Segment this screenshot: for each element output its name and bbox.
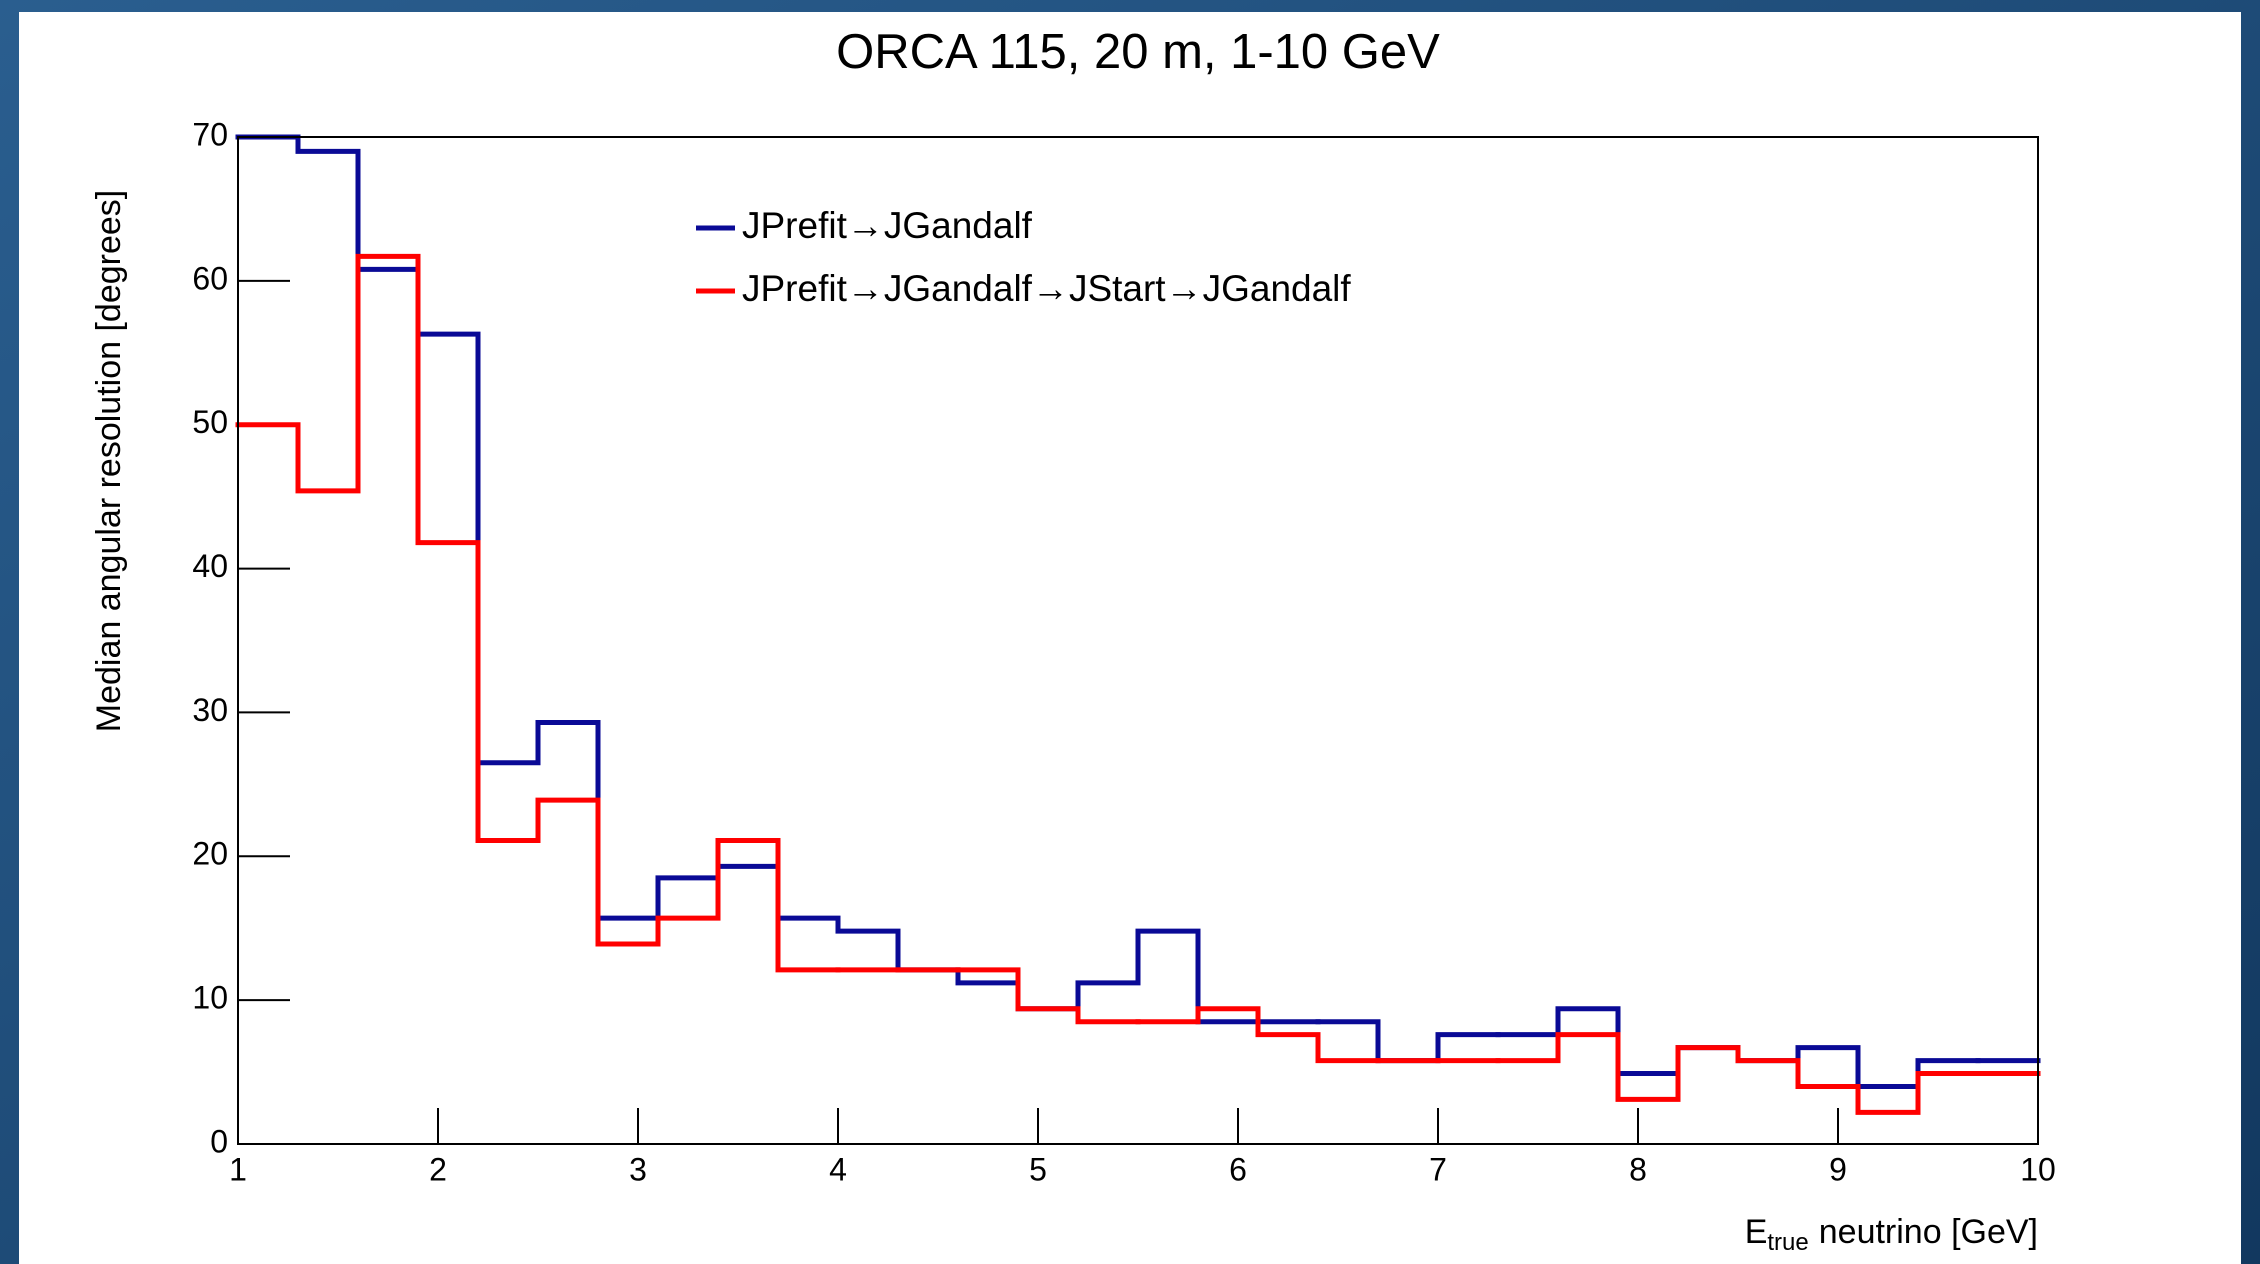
y-tick-label: 50 — [192, 404, 228, 440]
legend-label: JPrefit→JGandalf→JStart→JGandalf — [742, 268, 1351, 309]
x-tick-label: 5 — [1029, 1151, 1047, 1187]
y-tick-label: 10 — [192, 980, 228, 1016]
x-tick-label: 8 — [1629, 1151, 1647, 1187]
x-tick-label: 9 — [1829, 1151, 1847, 1187]
y-tick-label: 40 — [192, 548, 228, 584]
chart-title: ORCA 115, 20 m, 1-10 GeV — [836, 25, 1440, 79]
x-axis-label-main: E — [1745, 1213, 1768, 1251]
x-tick-label: 7 — [1429, 1151, 1447, 1187]
x-tick-label: 3 — [629, 1151, 647, 1187]
x-axis-label-rest: neutrino [GeV] — [1819, 1213, 2038, 1251]
y-tick-label: 20 — [192, 836, 228, 872]
x-axis-label: Etrue neutrino [GeV] — [1745, 1213, 2038, 1256]
panel — [19, 12, 2241, 1264]
y-tick-label: 0 — [210, 1123, 228, 1159]
y-tick-label: 70 — [192, 116, 228, 152]
x-tick-label: 6 — [1229, 1151, 1247, 1187]
x-axis-label-sub: true — [1767, 1229, 1808, 1256]
y-tick-label: 60 — [192, 260, 228, 296]
x-tick-label: 10 — [2020, 1151, 2056, 1187]
legend-label: JPrefit→JGandalf — [742, 205, 1033, 246]
x-tick-label: 1 — [229, 1151, 247, 1187]
plot-frame — [237, 136, 2039, 1145]
x-tick-label: 2 — [429, 1151, 447, 1187]
x-tick-label: 4 — [829, 1151, 847, 1187]
y-tick-label: 30 — [192, 692, 228, 728]
y-axis-label: Median angular resolution [degrees] — [90, 190, 128, 732]
